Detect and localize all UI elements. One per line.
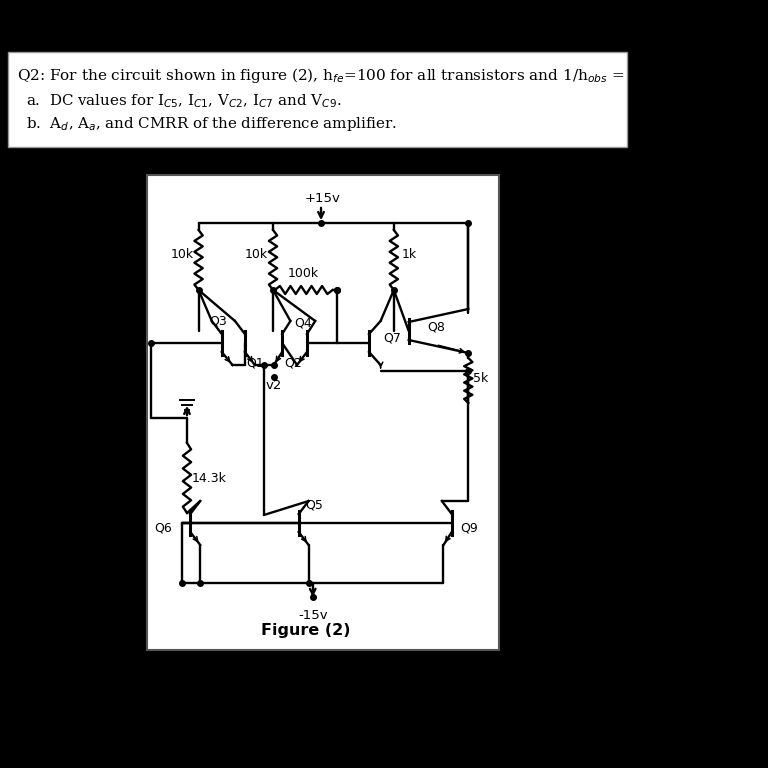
Text: a.  DC values for I$_{C5}$, I$_{C1}$, V$_{C2}$, I$_{C7}$ and V$_{C9}$.: a. DC values for I$_{C5}$, I$_{C1}$, V$_… xyxy=(26,92,342,110)
FancyBboxPatch shape xyxy=(8,52,627,147)
Text: v1: v1 xyxy=(121,339,137,352)
Text: Q8: Q8 xyxy=(427,320,445,333)
Text: 10k: 10k xyxy=(170,249,194,261)
Text: Q6: Q6 xyxy=(154,521,172,535)
Text: 1k: 1k xyxy=(402,249,417,261)
Text: Q2: Q2 xyxy=(284,357,302,370)
Text: Q1: Q1 xyxy=(247,357,264,370)
Text: Q2: For the circuit shown in figure (2), h$_{fe}$=100 for all transistors and 1/: Q2: For the circuit shown in figure (2),… xyxy=(17,66,729,85)
Text: -15v: -15v xyxy=(298,609,328,622)
FancyBboxPatch shape xyxy=(147,175,499,650)
Text: v2: v2 xyxy=(266,379,282,392)
Text: Q4: Q4 xyxy=(294,316,312,329)
Text: Q3: Q3 xyxy=(210,314,227,327)
Text: 5k: 5k xyxy=(473,372,488,385)
Text: b.  A$_d$, A$_a$, and CMRR of the difference amplifier.: b. A$_d$, A$_a$, and CMRR of the differe… xyxy=(26,115,398,133)
Text: 10k: 10k xyxy=(245,249,268,261)
Text: +15v: +15v xyxy=(305,192,341,205)
Text: 14.3k: 14.3k xyxy=(192,472,227,485)
Text: Q9: Q9 xyxy=(460,521,478,535)
Text: Q7: Q7 xyxy=(383,332,401,345)
Text: Figure (2): Figure (2) xyxy=(261,623,351,638)
Text: Q5: Q5 xyxy=(306,498,323,511)
Text: 100k: 100k xyxy=(288,267,319,280)
